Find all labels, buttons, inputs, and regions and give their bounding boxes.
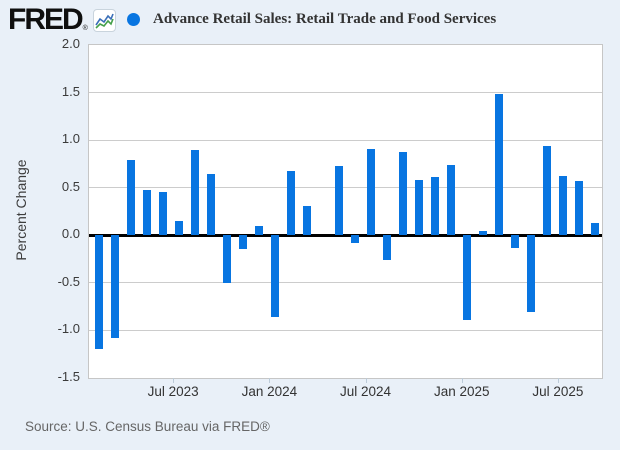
gridline-y-1.0 [89,139,602,141]
bar-Sep-2025[interactable] [591,222,600,236]
bar-Jun-2025[interactable] [543,145,552,236]
x-tick-mark-Jul-2025 [557,378,559,383]
bar-Jan-2025[interactable] [463,235,472,320]
registered-mark: ® [82,25,88,32]
y-tick-label-2.0: 2.0 [61,36,80,51]
y-tick-label--1.5: -1.5 [57,369,80,384]
plot-area [88,44,603,379]
source-attribution: Source: U.S. Census Bureau via FRED® [25,419,270,434]
bar-Jan-2024[interactable] [270,235,279,318]
bar-Mar-2024[interactable] [302,205,311,236]
bar-Jul-2024[interactable] [367,148,376,236]
chart-title: Advance Retail Sales: Retail Trade and F… [153,11,497,27]
bar-Jun-2024[interactable] [351,235,359,243]
bar-Aug-2025[interactable] [575,181,584,236]
bar-Oct-2023[interactable] [222,235,231,283]
bar-Sep-2023[interactable] [206,174,215,236]
bar-Aug-2024[interactable] [383,235,392,261]
bar-Apr-2025[interactable] [511,235,520,248]
y-tick-label-1.0: 1.0 [61,131,80,147]
bar-Mar-2025[interactable] [495,93,504,236]
bar-Feb-2025[interactable] [479,231,488,236]
y-tick-label--1.0: -1.0 [57,321,80,337]
x-tick-label-Jan-2024: Jan 2024 [241,384,298,399]
zero-baseline [89,234,602,238]
bar-Aug-2023[interactable] [190,149,199,236]
x-tick-mark-Jul-2024 [365,378,367,383]
bar-Nov-2024[interactable] [431,177,440,236]
bar-Oct-2024[interactable] [415,180,424,236]
bar-May-2025[interactable] [527,235,536,313]
x-tick-mark-Jan-2024 [269,378,271,383]
bar-Apr-2023[interactable] [126,160,135,236]
x-tick-label-Jul-2023: Jul 2023 [147,384,199,399]
gridline-y--1.0 [89,329,602,331]
bar-Nov-2023[interactable] [238,235,247,249]
gridline-y-1.5 [89,92,602,94]
fred-logo[interactable]: FRED ® [8,5,116,35]
bar-Feb-2023[interactable] [94,235,103,350]
y-axis-title: Percent Change [13,159,29,261]
bar-Jun-2023[interactable] [158,192,167,236]
y-tick-label-1.5: 1.5 [61,83,80,99]
gridline-y-0.5 [89,187,602,189]
bar-Sep-2024[interactable] [399,151,408,236]
bar-Dec-2024[interactable] [447,164,456,236]
x-tick-label-Jan-2025: Jan 2025 [433,384,490,399]
bar-Jul-2025[interactable] [559,176,568,236]
x-tick-label-Jul-2025: Jul 2025 [532,384,584,399]
bar-Mar-2023[interactable] [110,235,119,339]
fred-logo-text: FRED [8,3,84,36]
x-tick-mark-Jan-2025 [461,378,463,383]
y-tick-label--0.5: -0.5 [57,273,80,289]
bar-Feb-2024[interactable] [286,170,295,236]
x-tick-label-Jul-2024: Jul 2024 [340,384,392,399]
line-chart-icon [92,8,116,32]
series-legend-marker [127,13,140,26]
chart-legend: Advance Retail Sales: Retail Trade and F… [127,11,496,28]
bar-Dec-2023[interactable] [254,225,263,236]
y-tick-label-0.0: 0.0 [61,226,80,242]
y-tick-label-0.5: 0.5 [61,178,80,194]
bar-Jul-2023[interactable] [174,221,183,236]
gridline-y--0.5 [89,282,602,284]
bar-May-2023[interactable] [142,189,151,236]
x-tick-mark-Jul-2023 [173,378,175,383]
bar-May-2024[interactable] [334,165,343,236]
